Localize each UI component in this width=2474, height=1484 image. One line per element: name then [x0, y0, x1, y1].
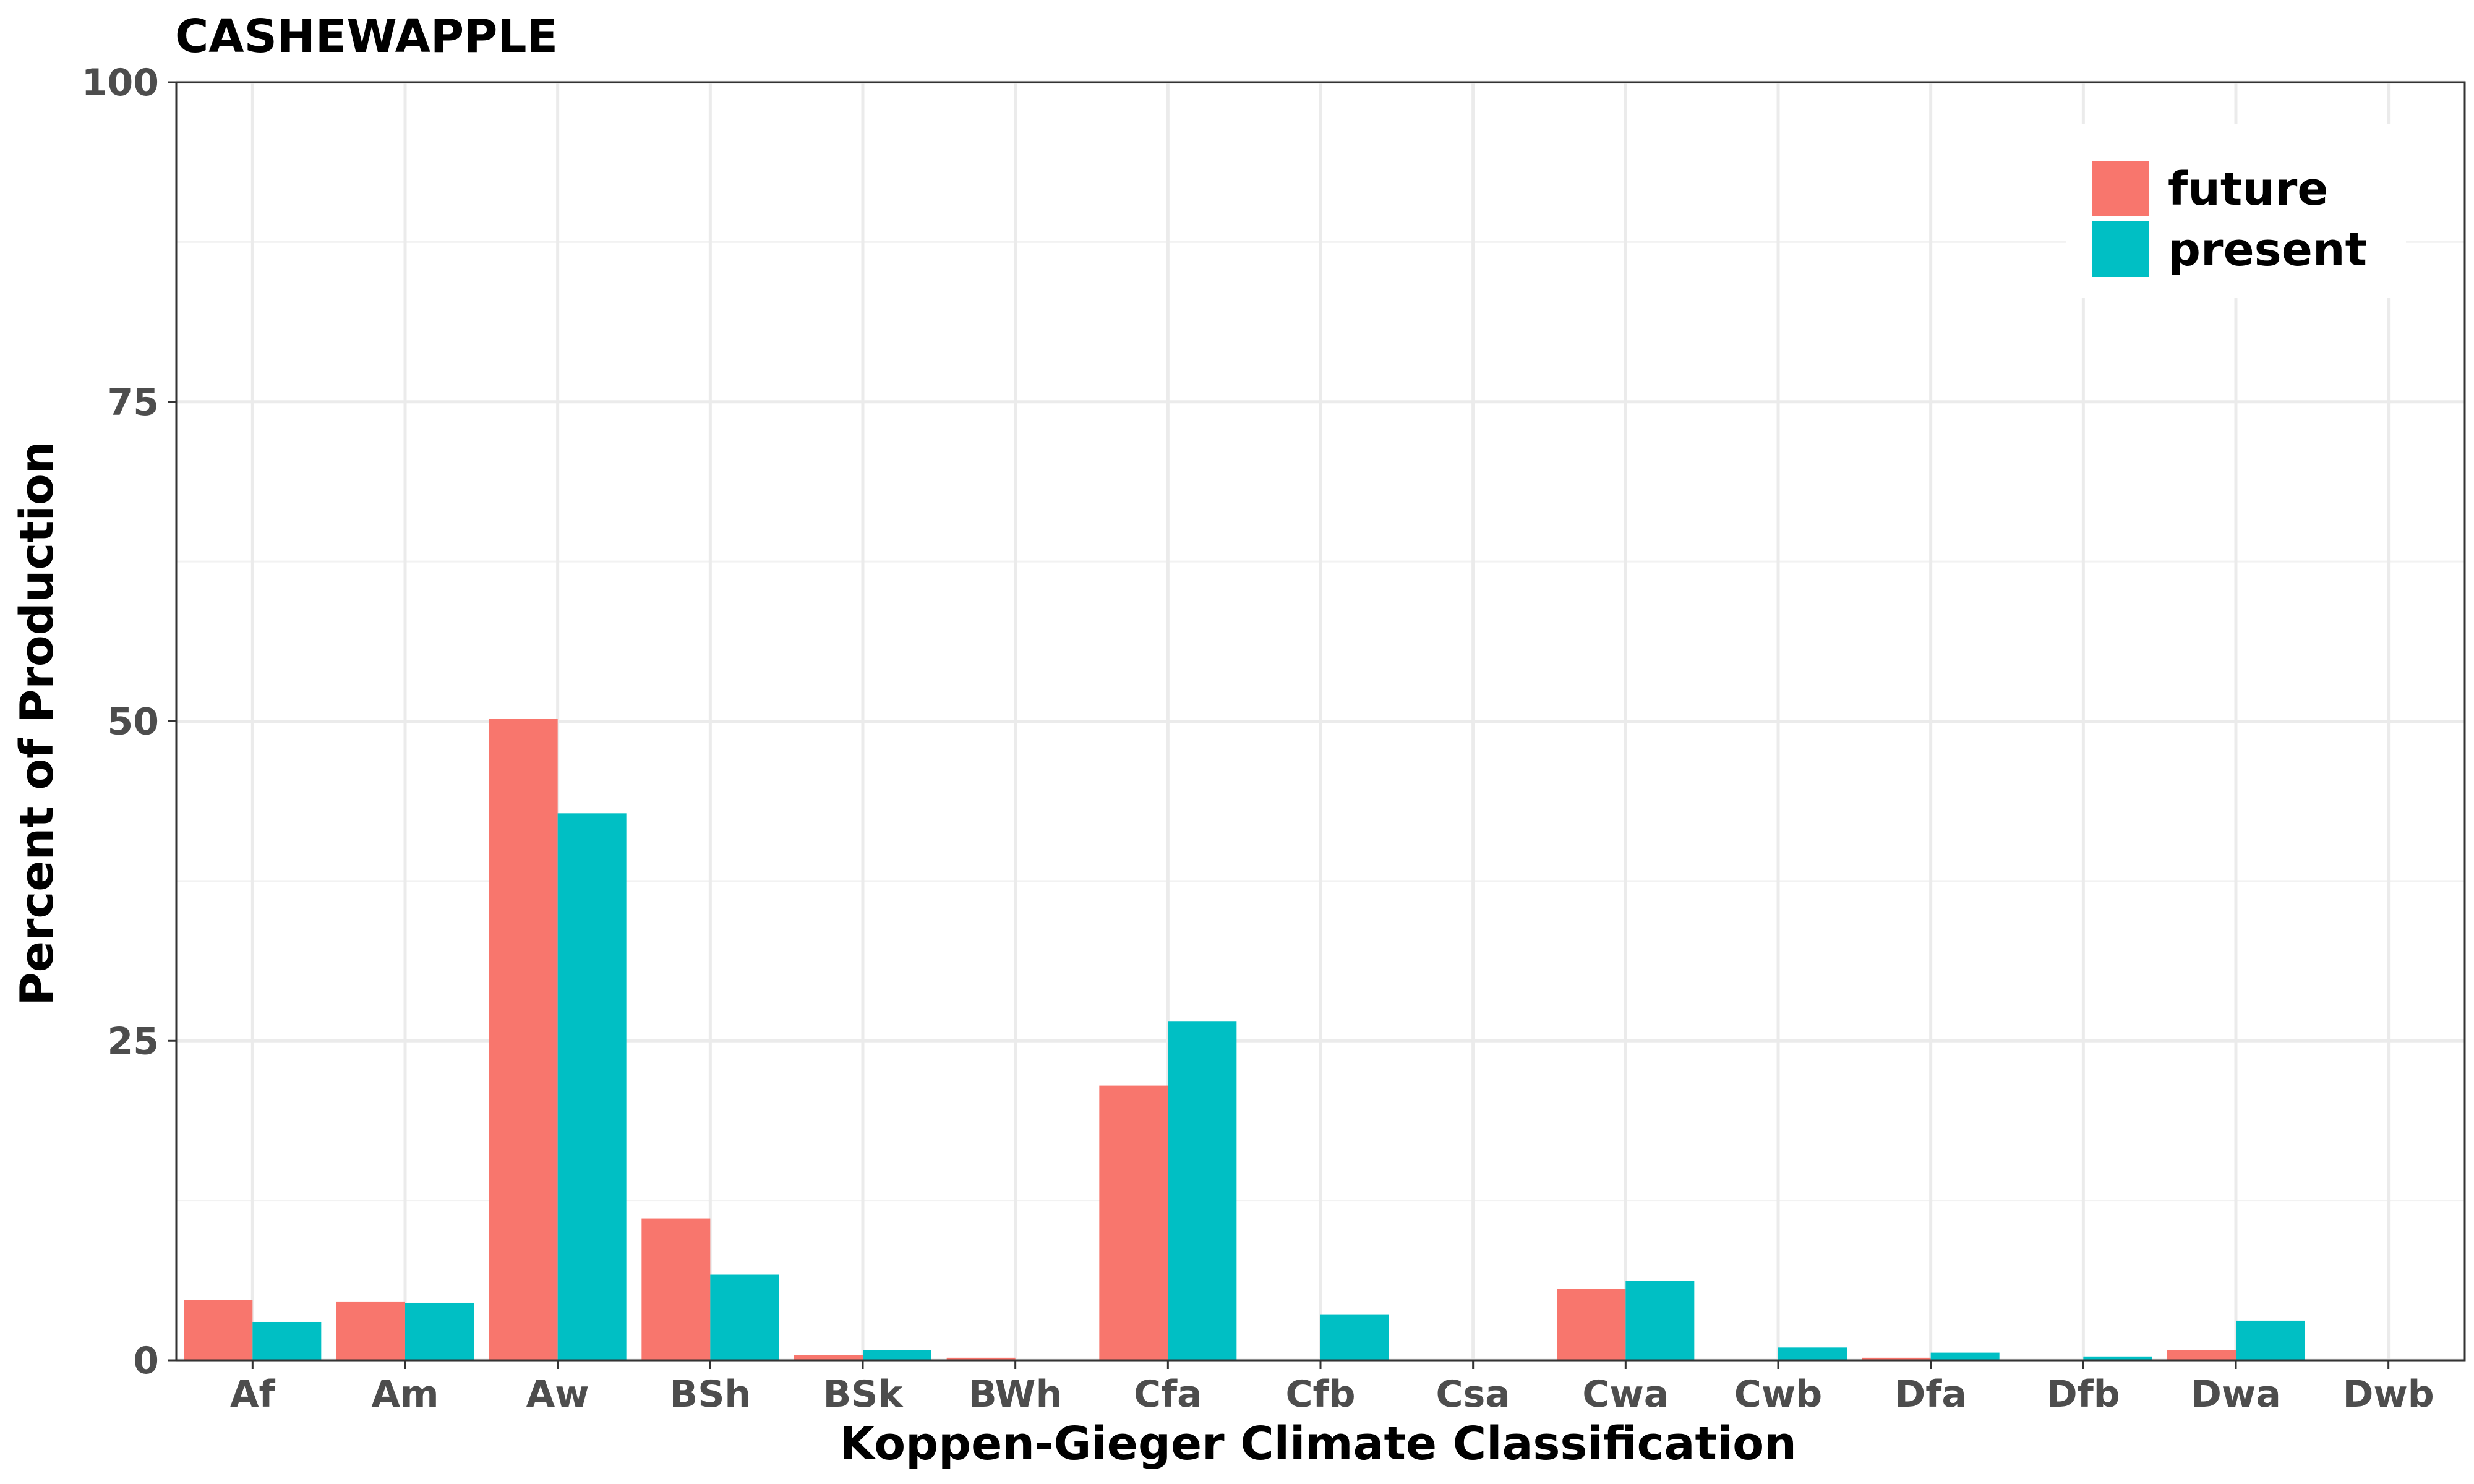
legend-label-present: present [2168, 223, 2367, 276]
legend-label-future: future [2168, 163, 2329, 216]
x-tick-label-cwa: Cwa [1582, 1373, 1669, 1416]
y-tick-label: 50 [108, 701, 160, 744]
x-tick-label-cwb: Cwb [1734, 1373, 1822, 1416]
bar-present-aw [557, 813, 627, 1360]
bar-present-cwa [1625, 1281, 1695, 1360]
bar-present-cfa [1168, 1021, 1237, 1360]
bar-future-cwa [1557, 1289, 1626, 1360]
bar-present-am [405, 1302, 474, 1360]
x-axis: Af Am Aw BSh BSk BWh Cfa Cfb Csa Cwa Cwb Dfa Dfb Dwa D… [230, 1360, 2434, 1416]
legend-swatch-present [2092, 221, 2149, 277]
x-tick-label-cfb: Cfb [1285, 1373, 1355, 1416]
bar-present-cfb [1320, 1314, 1389, 1360]
x-tick-label-am: Am [372, 1373, 439, 1416]
y-tick-label: 100 [82, 61, 159, 104]
x-tick-label-csa: Csa [1436, 1373, 1510, 1416]
bar-future-bsh [641, 1218, 711, 1360]
bars-layer [184, 719, 2305, 1360]
x-tick-label-dwb: Dwb [2343, 1373, 2434, 1416]
chart-title: CASHEWAPPLE [175, 10, 558, 63]
y-tick-label: 0 [133, 1339, 159, 1383]
bar-present-bsh [710, 1274, 779, 1360]
x-tick-label-aw: Aw [526, 1373, 589, 1416]
bar-future-bwh [946, 1357, 1016, 1360]
bar-future-dwa [2167, 1350, 2236, 1360]
y-axis: 0 25 50 75 100 [82, 61, 176, 1383]
legend-swatch-future [2092, 161, 2149, 216]
legend: future present [2066, 124, 2406, 298]
bar-present-bsk [863, 1350, 931, 1360]
x-tick-label-bsh: BSh [669, 1373, 751, 1416]
bar-future-am [336, 1301, 405, 1360]
y-axis-title: Percent of Production [11, 441, 64, 1006]
bar-present-dwa [2236, 1320, 2305, 1360]
x-tick-label-dfb: Dfb [2047, 1373, 2120, 1416]
x-tick-label-af: Af [230, 1373, 275, 1416]
x-tick-label-dfa: Dfa [1894, 1373, 1966, 1416]
bar-present-af [252, 1321, 322, 1360]
x-axis-title: Koppen-Gieger Climate Classification [839, 1417, 1797, 1470]
bar-future-af [184, 1300, 253, 1360]
y-tick-label: 75 [108, 381, 160, 424]
bar-future-cfa [1099, 1085, 1168, 1360]
x-tick-label-cfa: Cfa [1134, 1373, 1202, 1416]
bar-future-bsk [794, 1355, 863, 1360]
y-tick-label: 25 [108, 1020, 160, 1063]
bar-future-dfa [1862, 1357, 1931, 1360]
bar-present-cwb [1778, 1347, 1847, 1360]
x-tick-label-dwa: Dwa [2191, 1373, 2281, 1416]
bar-present-dfb [2083, 1356, 2152, 1360]
x-tick-label-bsk: BSk [823, 1373, 904, 1416]
bar-present-dfa [1930, 1352, 2000, 1360]
bar-future-aw [489, 719, 558, 1360]
x-tick-label-bwh: BWh [969, 1373, 1062, 1416]
